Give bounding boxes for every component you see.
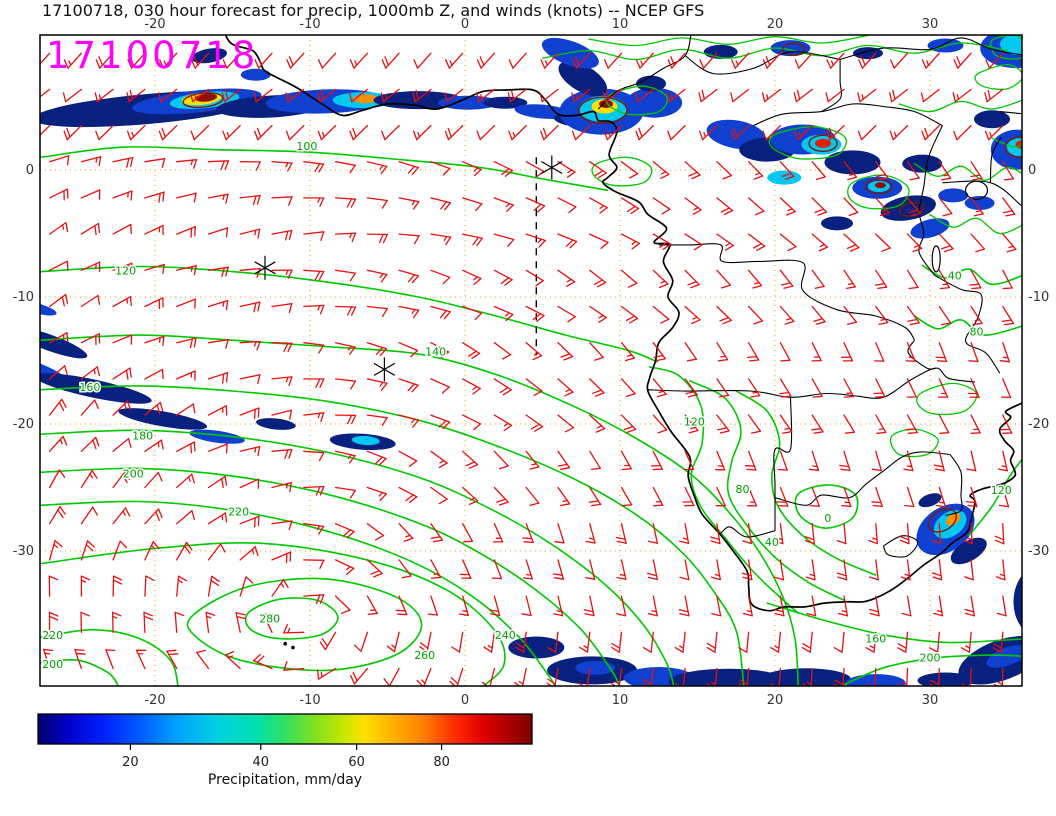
- country-border: [907, 339, 937, 370]
- africa-coastline: [224, 35, 1022, 612]
- y-tick-label-right: -10: [1028, 290, 1049, 305]
- map-frame: [39, 34, 1023, 687]
- height-contour-label: 240: [495, 629, 516, 642]
- x-tick-label-top: -20: [144, 17, 165, 32]
- y-tick-label-right: -20: [1028, 417, 1049, 432]
- asterisk-marker: [254, 261, 276, 275]
- y-tick-label-left: -10: [13, 290, 34, 305]
- y-tick-label-right: -30: [1028, 544, 1049, 559]
- height-contour-label: 140: [425, 346, 446, 359]
- init-datestamp: 17100718: [46, 34, 259, 77]
- height-contour-label: 160: [865, 633, 886, 646]
- height-contour-label: 80: [970, 325, 984, 338]
- country-border: [720, 526, 776, 538]
- dot-marker: [283, 641, 288, 646]
- height-contour-label: 80: [736, 483, 750, 496]
- height-contour-label: 40: [765, 536, 779, 549]
- lake-outline: [931, 245, 941, 273]
- colorbar: 20 40 60 80: [37, 713, 533, 770]
- country-border: [684, 51, 841, 75]
- country-border: [882, 535, 919, 558]
- country-border: [857, 367, 976, 399]
- markers-layer: [254, 155, 563, 650]
- y-tick-label-left: -30: [13, 544, 34, 559]
- dot-marker: [291, 645, 295, 650]
- wind-barbs-layer: [40, 52, 1017, 686]
- y-tick-label-right: 0: [1028, 163, 1036, 178]
- height-contour-label: 220: [42, 629, 63, 642]
- height-contour-label: 100: [296, 140, 317, 153]
- x-tick-label-top: 10: [612, 17, 629, 32]
- map-layers: 100 120 140 160 180 200 220 240 220 200 260 280 120 8…: [40, 35, 1022, 686]
- height-contour-label: 160: [79, 381, 100, 394]
- asterisk-marker: [541, 160, 563, 175]
- lake-outline: [964, 180, 989, 200]
- country-border: [647, 389, 858, 398]
- colorbar-gradient: [37, 713, 533, 745]
- precip-shading-layer: [40, 35, 1022, 686]
- x-tick-label-top: 30: [922, 17, 939, 32]
- colorbar-tick-label: 80: [433, 755, 450, 770]
- height-contour-label: 200: [123, 468, 144, 481]
- x-tick-label-bottom: 30: [922, 693, 939, 708]
- x-tick-label-bottom: -20: [144, 693, 165, 708]
- x-tick-label-bottom: 10: [612, 693, 629, 708]
- x-tick-label-bottom: 20: [767, 693, 784, 708]
- height-contour-label: 0: [824, 512, 831, 525]
- country-border: [999, 111, 1022, 115]
- country-border: [989, 136, 1002, 183]
- country-border: [774, 451, 951, 506]
- y-tick-label-left: -20: [13, 417, 34, 432]
- height-contour-label: 220: [228, 506, 249, 519]
- x-tick-label-bottom: -10: [299, 693, 320, 708]
- colorbar-tick-label: 40: [253, 755, 270, 770]
- country-border: [945, 454, 963, 516]
- height-contour-label: 200: [920, 652, 941, 665]
- country-border: [773, 397, 793, 531]
- x-tick-label-top: 0: [461, 17, 469, 32]
- height-contour-label: 200: [42, 658, 63, 671]
- height-contour-label: 120: [684, 416, 705, 429]
- height-contour-label: 120: [115, 264, 136, 277]
- height-contour-label: 120: [991, 484, 1012, 497]
- y-tick-label-left: 0: [26, 163, 34, 178]
- country-border: [839, 37, 1022, 61]
- height-contour-label: 260: [414, 649, 435, 662]
- height-contour-label: 180: [132, 429, 153, 442]
- graticule: [40, 35, 1022, 686]
- country-border: [597, 35, 692, 110]
- colorbar-label: Precipitation, mm/day: [207, 772, 363, 788]
- axis-labels: -20 -20 -10 -10 0 0 10 10 20 20 30 30 0 0 -10 -10 -20 -20…: [13, 17, 1049, 708]
- asterisk-marker: [373, 362, 396, 376]
- x-tick-label-bottom: 0: [461, 693, 469, 708]
- x-tick-label-top: -10: [299, 17, 320, 32]
- page-title: 17100718, 030 hour forecast for precip, …: [42, 1, 705, 20]
- colorbar-tick-label: 20: [122, 755, 139, 770]
- height-contour-label: 40: [948, 269, 962, 282]
- country-border: [658, 243, 915, 341]
- height-contour-label: 280: [259, 612, 280, 625]
- country-border: [753, 103, 943, 127]
- height-contours-layer: [40, 35, 1022, 686]
- x-tick-label-top: 20: [767, 17, 784, 32]
- contour-labels-layer: 100 120 140 160 180 200 220 240 220 200 260 280 120 8…: [41, 138, 1014, 672]
- country-border: [821, 59, 843, 113]
- colorbar-tick-label: 60: [348, 755, 365, 770]
